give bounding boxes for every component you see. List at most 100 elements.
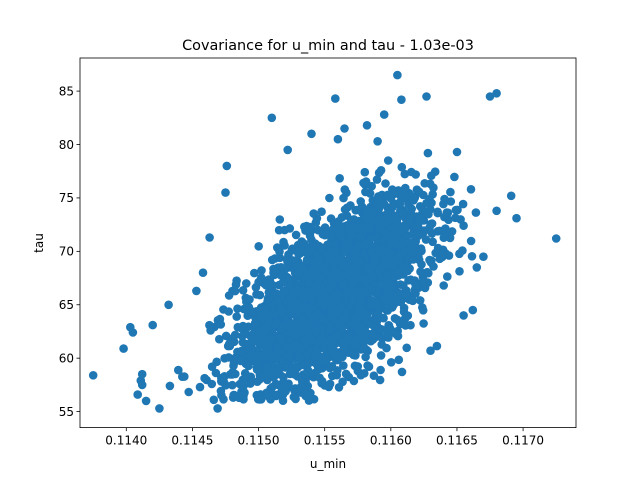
scatter-point (347, 230, 357, 240)
scatter-point (414, 187, 424, 197)
scatter-point (221, 331, 231, 341)
scatter-point (128, 328, 138, 337)
scatter-point (424, 268, 433, 278)
scatter-point (397, 95, 406, 104)
scatter-point (446, 187, 455, 197)
scatter-point (230, 286, 240, 296)
scatter-point (255, 308, 265, 317)
scatter-point (174, 365, 183, 375)
chart-title: Covariance for u_min and tau - 1.03e-03 (182, 38, 474, 54)
scatter-point (376, 365, 385, 375)
scatter-point (164, 300, 173, 310)
scatter-point (334, 383, 344, 392)
scatter-point (198, 268, 208, 278)
scatter-point (382, 219, 391, 228)
scatter-point (386, 248, 395, 258)
scatter-point (356, 296, 366, 306)
scatter-point (408, 255, 418, 264)
scatter-point (402, 343, 412, 353)
scatter-point (290, 370, 299, 379)
scatter-point (244, 361, 253, 371)
scatter-point (239, 381, 248, 391)
scatter-point (304, 396, 314, 405)
scatter-point (387, 236, 396, 246)
scatter-point (222, 161, 232, 171)
scatter-point (361, 187, 370, 197)
scatter-point (255, 395, 264, 404)
scatter-point (274, 225, 284, 235)
scatter-point (360, 248, 369, 258)
scatter-point (264, 392, 273, 401)
scatter-point (267, 113, 277, 123)
scatter-point (442, 227, 452, 236)
scatter-point (406, 214, 415, 224)
scatter-point (341, 247, 350, 256)
scatter-point (397, 162, 407, 172)
scatter-point (419, 277, 429, 287)
scatter-point (376, 280, 385, 289)
scatter-point (240, 339, 249, 348)
scatter-point (267, 335, 276, 344)
x-axis-title: u_min (310, 457, 346, 471)
scatter-point (256, 275, 266, 284)
scatter-point (422, 198, 431, 208)
scatter-point (272, 343, 282, 353)
scatter-point (393, 70, 402, 80)
scatter-point (551, 234, 561, 243)
scatter-point (224, 291, 234, 300)
scatter-point (425, 223, 434, 233)
scatter-point (468, 305, 478, 315)
scatter-point (334, 291, 344, 300)
scatter-point (212, 357, 221, 367)
scatter-point (397, 367, 407, 377)
scatter-point (349, 350, 358, 360)
scatter-point (325, 326, 334, 335)
scatter-point (377, 325, 386, 334)
scatter-point (261, 347, 271, 357)
scatter-point (221, 188, 230, 197)
scatter-point (330, 249, 339, 259)
scatter-point (233, 304, 242, 314)
scatter-point (377, 340, 387, 349)
scatter-point (302, 350, 312, 360)
scatter-point (205, 233, 214, 242)
y-tick-label: 65 (59, 298, 74, 312)
scatter-point (452, 147, 462, 157)
plot-area-frame (79, 57, 577, 429)
scatter-point (312, 280, 321, 290)
scatter-point (344, 223, 354, 233)
scatter-point (257, 266, 266, 275)
scatter-point (349, 338, 359, 347)
scatter-point (375, 265, 384, 275)
y-tick-label: 80 (59, 138, 74, 152)
scatter-point (318, 314, 327, 324)
scatter-point (394, 251, 404, 260)
scatter-point (433, 208, 443, 218)
scatter-point (323, 240, 332, 249)
scatter-point (403, 266, 413, 276)
scatter-point (379, 244, 388, 254)
scatter-point (317, 207, 326, 216)
scatter-point (250, 268, 259, 278)
scatter-point (264, 298, 274, 308)
scatter-point (305, 226, 315, 235)
scatter-point (247, 349, 256, 359)
scatter-point (270, 310, 280, 319)
scatter-point (354, 326, 363, 335)
scatter-point (335, 174, 345, 183)
scatter-point (318, 263, 327, 273)
scatter-point (289, 319, 299, 328)
scatter-point (479, 252, 488, 261)
scatter-point (268, 281, 278, 291)
scatter-point (356, 197, 366, 206)
scatter-point (399, 281, 408, 290)
scatter-point (398, 209, 407, 219)
scatter-point (217, 373, 226, 383)
scatter-point (340, 185, 350, 194)
scatter-point (340, 262, 350, 272)
scatter-point (119, 344, 128, 353)
scatter-point (324, 284, 333, 293)
scatter-point (328, 337, 337, 346)
scatter-point (304, 329, 313, 339)
scatter-point (429, 262, 438, 271)
